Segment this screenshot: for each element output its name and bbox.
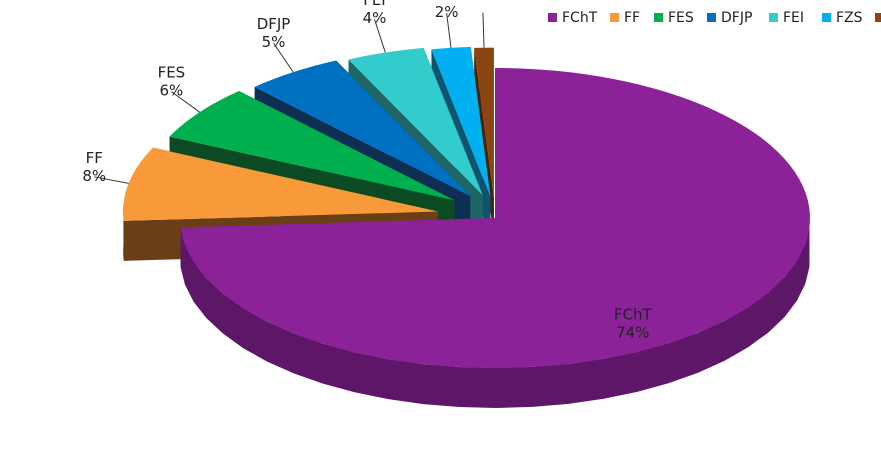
legend-label-fcht: FChT [562, 10, 598, 26]
legend-label-fes: FES [668, 10, 694, 26]
legend-label-ff: FF [624, 10, 640, 26]
legend-swatch-fzs [822, 13, 831, 22]
data-label-name-dfjp: DFJP [257, 15, 291, 33]
data-label-value-ff: 8% [82, 167, 106, 185]
data-label-value-fcht: 74% [616, 324, 649, 342]
legend: FChTFFFESDFJPFEIFZSFR [548, 10, 881, 26]
legend-swatch-fei [769, 13, 778, 22]
legend-swatch-dfjp [707, 13, 716, 22]
slice-fei [348, 47, 483, 196]
legend-swatch-fcht [548, 13, 557, 22]
slice-wall-ff [123, 205, 124, 261]
slice-fzs [431, 46, 491, 197]
slice-fr [474, 47, 494, 198]
legend-swatch-fes [654, 13, 663, 22]
slice-dfjp [254, 60, 471, 197]
data-label-value-fei: 4% [363, 9, 387, 27]
legend-label-fei: FEI [783, 10, 804, 26]
data-label-name-fr: FR [473, 0, 492, 3]
data-label-value-fes: 6% [159, 82, 183, 100]
legend-swatch-ff [610, 13, 619, 22]
data-label-name-fes: FES [158, 64, 186, 82]
pie-slices [123, 46, 811, 368]
leader-fes [171, 91, 201, 113]
leader-ff [94, 176, 129, 184]
leader-fr [482, 12, 485, 48]
leader-dfjp [273, 42, 294, 73]
slice-wall-fcht [180, 226, 810, 408]
leader-fzs [446, 12, 452, 48]
slice-fes [169, 91, 455, 201]
label-leader-lines [94, 12, 485, 184]
data-label-name-fzs: FZS [432, 0, 460, 3]
data-label-name-ff: FF [86, 149, 103, 167]
data-label-name-fei: FEI [363, 0, 386, 9]
legend-label-dfjp: DFJP [721, 10, 752, 26]
data-label-name-fcht: FChT [614, 306, 653, 324]
slice-ff [123, 147, 439, 221]
data-label-value-fzs: 2% [435, 3, 459, 21]
slice-fcht [180, 68, 811, 368]
leader-fei [374, 19, 386, 53]
legend-label-fzs: FZS [836, 10, 863, 26]
data-label-value-dfjp: 5% [262, 33, 286, 51]
legend-swatch-fr [875, 13, 881, 22]
